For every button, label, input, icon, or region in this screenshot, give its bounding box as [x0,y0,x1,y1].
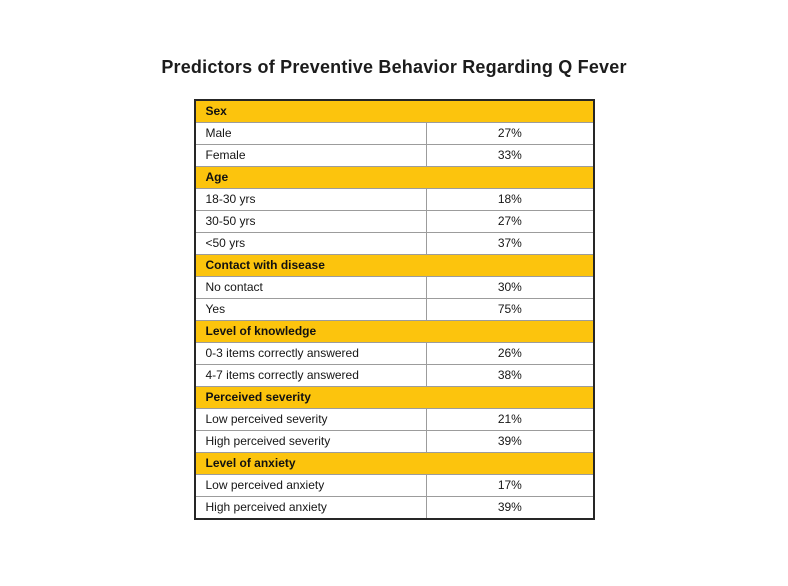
row-value: 75% [426,298,594,321]
row-value: 39% [426,496,594,520]
row-value: 17% [426,474,594,497]
row-value: 21% [426,408,594,431]
section-header: Age [194,166,594,189]
row-value: 33% [426,144,594,167]
row-label: High perceived anxiety [193,496,428,520]
section-header: Sex [194,99,594,123]
row-label: Yes [193,298,428,321]
section-row-knowledge: Level of knowledge [194,320,594,343]
row-label: Male [193,122,428,145]
table-row: High perceived anxiety 39% [193,496,594,520]
row-label: No contact [193,276,428,299]
table-row: Female 33% [193,144,594,167]
row-label: 18-30 yrs [193,188,428,211]
row-label: <50 yrs [193,232,428,255]
section-header: Contact with disease [194,254,594,277]
section-row-age: Age [194,166,594,189]
table-row: Low perceived severity 21% [193,408,594,431]
row-label: 30-50 yrs [193,210,428,233]
page-title: Predictors of Preventive Behavior Regard… [161,57,627,77]
predictors-table: Sex Male 27% Female 33% Age 18-30 yrs 18… [193,99,595,520]
section-row-contact: Contact with disease [194,254,594,277]
table-row: High perceived severity 39% [193,430,594,453]
table-row: No contact 30% [193,276,594,299]
table-row: <50 yrs 37% [193,232,594,255]
table-row: 0-3 items correctly answered 26% [193,342,594,365]
section-header: Level of knowledge [194,320,594,343]
row-value: 37% [426,232,594,255]
section-row-anxiety: Level of anxiety [194,452,594,475]
section-header: Perceived severity [194,386,594,409]
section-header: Level of anxiety [194,452,594,475]
row-label: Female [193,144,428,167]
table-row: 4-7 items correctly answered 38% [193,364,594,387]
table-row: Yes 75% [193,298,594,321]
table-row: 30-50 yrs 27% [193,210,594,233]
row-label: Low perceived anxiety [193,474,428,497]
table-row: Male 27% [193,122,594,145]
row-value: 27% [426,122,594,145]
row-value: 26% [426,342,594,365]
table-row: Low perceived anxiety 17% [193,474,594,497]
table-row: 18-30 yrs 18% [193,188,594,211]
row-label: Low perceived severity [193,408,428,431]
row-value: 27% [426,210,594,233]
row-value: 38% [426,364,594,387]
row-label: High perceived severity [193,430,428,453]
row-label: 4-7 items correctly answered [193,364,428,387]
section-row-severity: Perceived severity [194,386,594,409]
row-value: 30% [426,276,594,299]
row-value: 39% [426,430,594,453]
section-row-sex: Sex [194,99,594,123]
row-value: 18% [426,188,594,211]
row-label: 0-3 items correctly answered [193,342,428,365]
